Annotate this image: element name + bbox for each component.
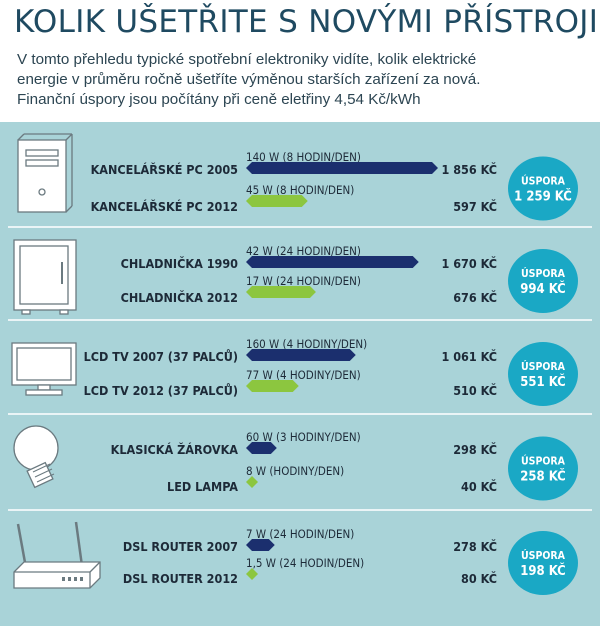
router-antenna (16, 523, 28, 569)
router-led (62, 577, 65, 581)
savings-badge (508, 531, 578, 595)
value-label-new: 40 KČ (461, 479, 497, 494)
bar-old (246, 162, 438, 174)
power-detail-new: 1,5 W (24 HODIN/DEN) (246, 556, 364, 570)
desktop-pc-icon (17, 133, 73, 213)
intro-line: V tomto přehledu typické spotřební elekt… (17, 51, 477, 68)
fridge-foot (59, 309, 69, 315)
savings-badge-label: ÚSPORA (521, 360, 566, 373)
value-label-old: 298 KČ (453, 442, 497, 457)
savings-badge-value: 551 KČ (520, 374, 566, 390)
device-label-old: CHLADNIČKA 1990 (121, 256, 239, 271)
device-label-old: DSL ROUTER 2007 (123, 539, 238, 554)
pc-drive (25, 159, 59, 167)
power-detail-old: 140 W (8 HODIN/DEN) (246, 150, 361, 164)
fridge-icon (13, 239, 77, 315)
value-label-new: 597 KČ (453, 199, 497, 214)
page-title: KOLIK UŠETŘITE S NOVÝMI PŘÍSTROJI (14, 4, 599, 40)
header: KOLIK UŠETŘITE S NOVÝMI PŘÍSTROJI V tomt… (0, 0, 600, 122)
device-label-old: KANCELÁŘSKÉ PC 2005 (91, 162, 239, 177)
savings-badge-value: 198 KČ (520, 563, 566, 579)
device-label-new: DSL ROUTER 2012 (123, 571, 238, 586)
pc-power (38, 188, 46, 196)
tv-stand (25, 389, 63, 396)
router-led (68, 577, 71, 581)
router-body (13, 561, 101, 589)
device-label-new: LCD TV 2012 (37 PALCŮ) (84, 383, 238, 398)
value-label-new: 676 KČ (453, 290, 497, 305)
bulb-thread (36, 473, 55, 483)
device-label-old: KLASICKÁ ŽÁROVKA (111, 442, 239, 457)
bar-old (246, 349, 356, 361)
fridge-door (19, 245, 69, 305)
pc-drive (25, 149, 59, 157)
value-label-old: 1 856 KČ (441, 162, 497, 177)
value-label-old: 278 KČ (453, 539, 497, 554)
intro-text: V tomto přehledu typické spotřební elekt… (17, 50, 597, 110)
router-led (80, 577, 83, 581)
value-label-new: 80 KČ (461, 571, 497, 586)
power-detail-old: 60 W (3 HODINY/DEN) (246, 430, 361, 444)
savings-badge-label: ÚSPORA (521, 175, 566, 188)
savings-badge (508, 249, 578, 313)
router-icon (13, 521, 101, 589)
savings-badge (508, 436, 578, 501)
bulb-thread (32, 463, 51, 473)
bar-new (246, 380, 299, 392)
bar-old (246, 256, 419, 268)
savings-badge-value: 994 KČ (520, 281, 566, 297)
bar-new (246, 286, 316, 298)
tv-screen (16, 347, 72, 381)
device-label-new: KANCELÁŘSKÉ PC 2012 (91, 199, 238, 214)
tv-icon (11, 342, 77, 396)
router-led (74, 577, 77, 581)
pc-edge (17, 133, 25, 141)
device-label-old: LCD TV 2007 (37 PALCŮ) (84, 349, 238, 364)
bar-new (246, 476, 258, 488)
value-label-new: 510 KČ (453, 383, 497, 398)
power-detail-new: 17 W (24 HODIN/DEN) (246, 274, 361, 288)
bar-old (246, 442, 277, 454)
bar-new (246, 568, 258, 580)
value-label-old: 1 670 KČ (441, 256, 497, 271)
savings-badge-label: ÚSPORA (521, 549, 566, 562)
pc-edge (65, 133, 73, 141)
power-detail-old: 160 W (4 HODINY/DEN) (246, 337, 367, 351)
power-detail-new: 8 W (HODINY/DEN) (246, 464, 344, 478)
savings-badge-value: 258 KČ (520, 469, 566, 485)
intro-line: Finanční úspory jsou počítány při ceně e… (17, 91, 421, 108)
savings-badge-value: 1 259 KČ (514, 189, 572, 205)
power-detail-old: 42 W (24 HODIN/DEN) (246, 244, 361, 258)
savings-badge-label: ÚSPORA (521, 455, 566, 468)
power-detail-new: 77 W (4 HODINY/DEN) (246, 368, 361, 382)
bar-new (246, 195, 308, 207)
power-detail-new: 45 W (8 HODIN/DEN) (246, 183, 354, 197)
savings-badge-label: ÚSPORA (521, 267, 566, 280)
light-bulb-icon (13, 425, 59, 489)
savings-badge (508, 156, 578, 221)
intro-line: energie v průměru ročně ušetříte výměnou… (17, 71, 481, 88)
device-label-new: LED LAMPA (167, 479, 238, 494)
tv-neck (37, 384, 51, 391)
device-label-new: CHLADNIČKA 2012 (121, 290, 238, 305)
bulb-thread (34, 468, 53, 478)
value-label-old: 1 061 KČ (441, 349, 497, 364)
power-detail-old: 7 W (24 HODIN/DEN) (246, 527, 354, 541)
bulb-glass (13, 425, 59, 471)
router-antenna (74, 521, 84, 567)
fridge-foot (21, 309, 31, 315)
bar-old (246, 539, 275, 551)
savings-badge (508, 342, 578, 406)
router-edge (89, 561, 101, 573)
pc-edge (65, 205, 73, 213)
